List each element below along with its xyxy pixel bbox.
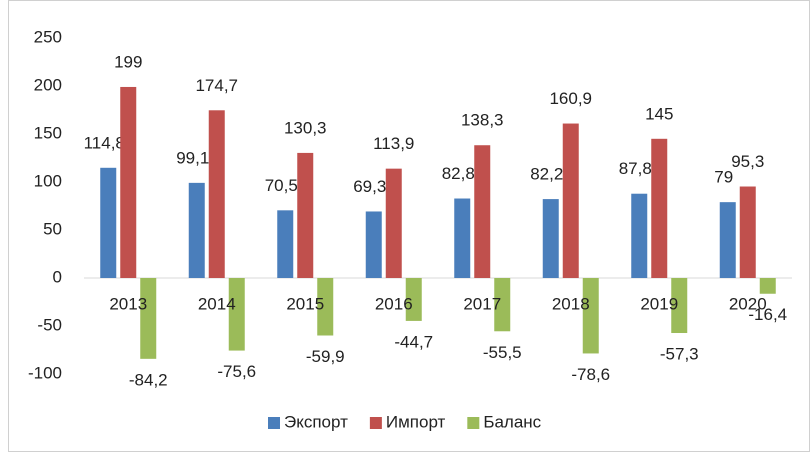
bar [454,198,471,278]
legend-label: Импорт [386,412,446,431]
bar [208,110,225,279]
y-tick-label: -100 [28,363,62,382]
bar [671,278,688,334]
chart-frame [8,0,810,452]
bar [719,202,736,278]
data-label: -16,4 [748,305,787,324]
y-tick-label: 250 [34,27,62,46]
bar [120,86,137,279]
data-label: 99,1 [176,148,209,167]
data-label: 199 [114,52,142,71]
legend-label: Баланс [483,412,541,431]
x-tick-label: 2020 [729,294,767,313]
bar [542,199,559,278]
data-label: -59,9 [306,347,345,366]
bar [474,145,491,278]
bar [297,152,314,278]
data-label: -55,5 [483,343,522,362]
bar [759,278,776,294]
data-label: 79 [714,168,733,187]
bar [140,278,157,359]
bar [494,278,511,332]
x-tick-label: 2019 [640,294,678,313]
data-label: 95,3 [731,152,764,171]
legend-swatch [467,417,480,429]
data-label: 138,3 [461,111,504,130]
legend-swatch [369,417,382,429]
data-label: 69,3 [353,177,386,196]
legend-label: Экспорт [284,412,348,431]
bar [228,278,245,351]
bar [651,138,668,278]
data-label: 174,7 [195,76,238,95]
bar [582,278,599,354]
data-label: 70,5 [265,176,298,195]
data-label: 82,2 [530,165,563,184]
data-label: 87,8 [619,159,652,178]
x-tick-label: 2018 [552,294,590,313]
y-tick-label: 100 [34,171,62,190]
x-tick-label: 2013 [109,294,147,313]
x-tick-label: 2015 [286,294,324,313]
bar [385,168,402,278]
data-label: -75,6 [217,362,256,381]
bar [562,123,579,278]
y-tick-label: 0 [53,267,62,286]
legend-swatch [268,417,280,429]
y-tick-label: 200 [34,75,62,94]
data-label: 114,8 [84,133,125,152]
data-label: 145 [645,104,673,123]
y-tick-label: 150 [34,123,62,142]
bar [100,167,117,278]
bar [317,278,334,336]
data-label: -57,3 [660,344,699,363]
data-label: -84,2 [129,370,168,389]
data-label: -78,6 [571,365,610,384]
y-tick-label: 50 [43,219,62,238]
data-label: 82,8 [442,164,475,183]
bar [631,193,648,278]
bar [277,210,294,278]
y-tick-label: -50 [37,315,62,334]
bar [365,211,382,278]
bar [188,182,205,278]
x-tick-label: 2014 [198,294,236,313]
data-label: 160,9 [549,89,592,108]
x-tick-label: 2017 [463,294,501,313]
bar [739,186,756,278]
x-tick-label: 2016 [375,294,413,313]
data-label: 113,9 [373,134,414,153]
bar [405,278,422,321]
data-label: -44,7 [394,332,433,351]
data-label: 130,3 [284,118,327,137]
